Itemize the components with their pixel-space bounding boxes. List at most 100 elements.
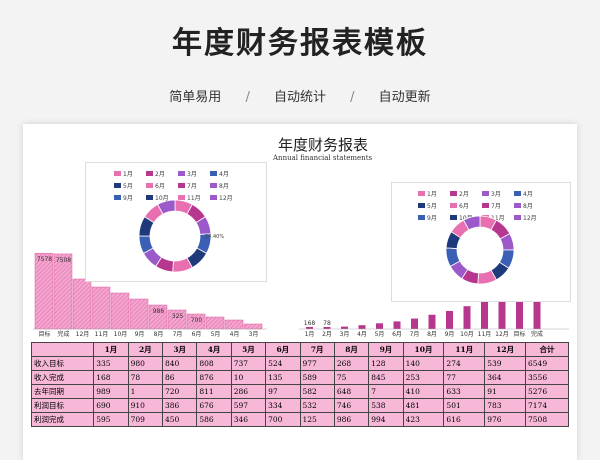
table-cell[interactable]: 7508 — [525, 412, 569, 427]
table-cell[interactable]: 876 — [196, 370, 232, 385]
table-cell[interactable]: 582 — [299, 384, 335, 399]
legend-item: 3月 — [482, 189, 510, 198]
table-cell[interactable]: 811 — [196, 384, 232, 399]
table-cell[interactable]: 78 — [127, 370, 164, 385]
table-cell[interactable]: 616 — [443, 412, 486, 427]
table-cell[interactable]: 75 — [333, 370, 370, 385]
table-cell[interactable]: 286 — [230, 384, 267, 399]
table-cell[interactable]: 268 — [333, 356, 370, 371]
table-cell[interactable]: 980 — [127, 356, 164, 371]
table-cell[interactable]: 91 — [484, 384, 527, 399]
table-cell[interactable]: 274 — [443, 356, 486, 371]
table-cell[interactable]: 335 — [93, 356, 129, 371]
table-cell[interactable]: 125 — [299, 412, 335, 427]
table-cell[interactable]: 783 — [484, 398, 527, 413]
table-cell[interactable]: 840 — [161, 356, 198, 371]
right-bar — [393, 321, 401, 329]
table-cell[interactable]: 128 — [368, 356, 404, 371]
donut-layer: 24.40% — [138, 199, 515, 285]
legend-item: 8月 — [514, 201, 542, 210]
table-cell[interactable]: 709 — [127, 412, 164, 427]
table-cell[interactable]: 700 — [265, 412, 301, 427]
table-cell[interactable]: 5276 — [525, 384, 569, 399]
legend-swatch — [146, 183, 153, 188]
table-cell[interactable]: 690 — [93, 398, 129, 413]
table-cell[interactable]: 595 — [93, 412, 129, 427]
table-cell[interactable]: 168 — [93, 370, 129, 385]
table-cell[interactable]: 7174 — [525, 398, 569, 413]
legend-swatch — [146, 195, 153, 200]
table-cell[interactable]: 720 — [161, 384, 198, 399]
right-bar-category: 10月 — [460, 331, 474, 338]
table-cell[interactable]: 994 — [368, 412, 404, 427]
left-bar-category: 11月 — [95, 331, 109, 338]
table-cell[interactable]: 423 — [402, 412, 445, 427]
table-column-header — [30, 342, 95, 357]
left-bar-category: 12月 — [76, 331, 90, 338]
legend-item: 4月 — [514, 189, 542, 198]
table-cell[interactable]: 977 — [299, 356, 335, 371]
table-cell[interactable]: 386 — [161, 398, 198, 413]
table-cell[interactable]: 986 — [333, 412, 370, 427]
legend-right: 1月 2月 3月 4月 5月 6月 7月 8月 9月 10月 11月 12月 — [418, 189, 558, 225]
legend-swatch — [418, 203, 425, 208]
table-cell[interactable]: 3556 — [525, 370, 569, 385]
right-bar-category: 1月 — [305, 331, 315, 338]
table-cell[interactable]: 501 — [443, 398, 486, 413]
legend-swatch — [514, 203, 521, 208]
donut-right-slice — [463, 215, 481, 231]
table-cell[interactable]: 538 — [368, 398, 404, 413]
row-label: 收入完成 — [30, 370, 95, 385]
table-cell[interactable]: 334 — [265, 398, 301, 413]
table-cell[interactable]: 746 — [333, 398, 370, 413]
table-cell[interactable]: 77 — [443, 370, 486, 385]
data-table: 1月 2月 3月 4月 5月 6月 7月 8月 9月 10月 11月 12月 合计 收入目标 335 980… — [30, 342, 569, 427]
table-cell[interactable]: 910 — [127, 398, 164, 413]
table-cell[interactable]: 633 — [443, 384, 486, 399]
table-cell[interactable]: 989 — [93, 384, 129, 399]
table-cell[interactable]: 586 — [196, 412, 232, 427]
table-cell[interactable]: 97 — [265, 384, 301, 399]
legend-item: 11月 — [178, 193, 206, 202]
legend-swatch — [114, 171, 121, 176]
right-bar-category: 11月 — [478, 331, 492, 338]
table-cell[interactable]: 346 — [230, 412, 267, 427]
legend-swatch — [514, 191, 521, 196]
table-cell[interactable]: 135 — [265, 370, 301, 385]
legend-swatch — [482, 203, 489, 208]
table-cell[interactable]: 597 — [230, 398, 267, 413]
table-cell[interactable]: 364 — [484, 370, 527, 385]
right-bar — [358, 325, 366, 329]
table-cell[interactable]: 1 — [127, 384, 164, 399]
right-bar — [516, 297, 523, 329]
feature-auto-stat: 自动统计 — [273, 90, 326, 105]
table-cell[interactable]: 253 — [402, 370, 445, 385]
table-cell[interactable]: 481 — [402, 398, 445, 413]
table-cell[interactable]: 6549 — [525, 356, 569, 371]
table-cell[interactable]: 410 — [402, 384, 445, 399]
table-cell[interactable]: 589 — [299, 370, 335, 385]
table-cell[interactable]: 140 — [402, 356, 445, 371]
right-bar — [446, 310, 453, 329]
legend-swatch — [514, 215, 521, 220]
table-cell[interactable]: 450 — [161, 412, 198, 427]
table-cell[interactable]: 737 — [230, 356, 267, 371]
table-cell[interactable]: 676 — [196, 398, 232, 413]
row-label: 利润目标 — [30, 398, 95, 413]
legend-label: 1月 — [123, 171, 133, 178]
legend-item: 7月 — [178, 181, 206, 190]
table-cell[interactable]: 976 — [484, 412, 527, 427]
legend-swatch — [418, 191, 425, 196]
table-cell[interactable]: 7 — [368, 384, 404, 399]
table-cell[interactable]: 539 — [484, 356, 527, 371]
right-bar-label: 78 — [323, 320, 331, 327]
table-cell[interactable]: 524 — [265, 356, 301, 371]
table-cell[interactable]: 845 — [368, 370, 404, 385]
table-cell[interactable]: 532 — [299, 398, 335, 413]
legend-item: 12月 — [210, 193, 238, 202]
table-cell[interactable]: 10 — [230, 370, 267, 385]
table-cell[interactable]: 86 — [161, 370, 198, 385]
table-cell[interactable]: 648 — [333, 384, 370, 399]
table-cell[interactable]: 808 — [196, 356, 232, 371]
right-bar-category: 7月 — [410, 331, 420, 338]
